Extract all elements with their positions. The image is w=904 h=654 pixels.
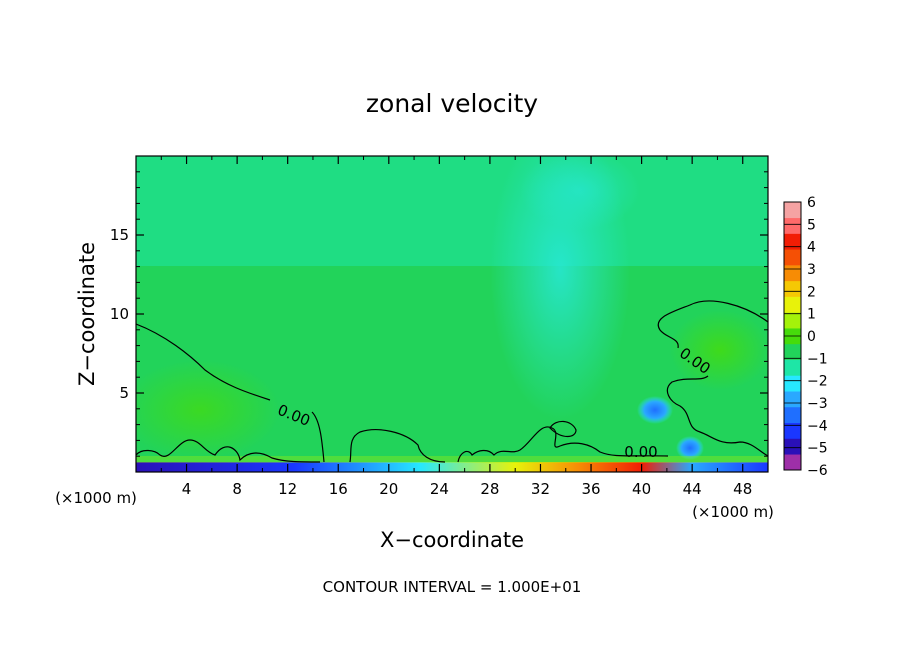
colorbar-swatch xyxy=(784,375,801,392)
x-tick-label: 40 xyxy=(632,480,651,498)
colorbar-label: 2 xyxy=(807,284,816,300)
y-axis-label: Z−coordinate xyxy=(75,242,99,386)
near-surface-band xyxy=(136,456,768,463)
colorbar-label: 0 xyxy=(807,329,816,345)
colorbar: 6 5 4 3 2 1 0 −1 −2 −3 −4 −5 −6 xyxy=(783,195,828,479)
colorbar-label: 6 xyxy=(807,195,816,211)
velocity-field: 0.00 0.00 0.00 xyxy=(136,156,768,472)
x-unit-left: (×1000 m) xyxy=(55,489,137,507)
colorbar-swatch xyxy=(784,422,801,439)
x-tick-label: 12 xyxy=(278,480,297,498)
y-tick-label: 5 xyxy=(119,384,129,402)
blue-patch-lower xyxy=(676,436,704,460)
colorbar-swatch xyxy=(784,343,801,360)
colorbar-swatch xyxy=(784,406,801,424)
x-tick-label: 4 xyxy=(182,480,192,498)
colorbar-swatch xyxy=(784,217,801,234)
blue-patch xyxy=(637,396,673,424)
colorbar-label: 4 xyxy=(807,240,816,256)
colorbar-label: −1 xyxy=(807,351,828,367)
colorbar-swatch xyxy=(784,233,801,250)
chart-title: zonal velocity xyxy=(366,89,538,118)
colorbar-swatch xyxy=(784,312,801,329)
x-unit-right: (×1000 m) xyxy=(692,503,774,521)
colorbar-label: −5 xyxy=(807,441,828,457)
contour-line xyxy=(136,439,321,463)
y-axis-ticks: 5 10 15 xyxy=(110,171,768,457)
colorbar-label: −3 xyxy=(807,396,828,412)
cyan-plume-top xyxy=(520,156,640,230)
x-tick-label: 20 xyxy=(379,480,398,498)
x-tick-label: 24 xyxy=(430,480,449,498)
y-tick-label: 15 xyxy=(110,226,129,244)
surface-band xyxy=(136,462,768,472)
x-tick-label: 28 xyxy=(480,480,499,498)
x-axis-label: X−coordinate xyxy=(380,528,524,552)
colorbar-label: 5 xyxy=(807,217,816,233)
y-tick-label: 10 xyxy=(110,305,129,323)
contour-line xyxy=(657,300,768,349)
colorbar-label: −2 xyxy=(807,374,828,390)
zero-contours xyxy=(136,300,768,463)
green-patch-right xyxy=(670,310,768,390)
contour-line xyxy=(136,323,271,401)
x-tick-label: 8 xyxy=(232,480,242,498)
colorbar-swatch xyxy=(784,391,801,408)
colorbar-swatch xyxy=(784,359,801,376)
contour-line xyxy=(666,375,768,457)
colorbar-swatch xyxy=(784,296,801,313)
x-tick-label: 36 xyxy=(581,480,600,498)
green-patch-left xyxy=(136,360,280,460)
contour-label: 0.00 xyxy=(624,443,657,461)
colorbar-swatch xyxy=(784,249,801,266)
contour-line xyxy=(349,429,446,463)
colorbar-swatch xyxy=(784,280,801,297)
contour-interval-note: CONTOUR INTERVAL = 1.000E+01 xyxy=(323,578,582,596)
x-tick-label: 48 xyxy=(733,480,752,498)
field-upper-layer xyxy=(136,156,768,266)
x-axis-ticks: 4 8 12 16 20 24 28 32 36 40 44 48 xyxy=(160,156,752,498)
x-tick-label: 44 xyxy=(683,480,702,498)
colorbar-swatch xyxy=(784,454,801,471)
colorbar-swatch xyxy=(784,265,801,282)
contour-line xyxy=(311,411,325,463)
colorbar-swatch xyxy=(784,438,801,455)
colorbar-label: −6 xyxy=(807,463,828,479)
colorbar-label: −4 xyxy=(807,418,828,434)
x-tick-label: 32 xyxy=(531,480,550,498)
x-tick-label: 16 xyxy=(329,480,348,498)
colorbar-label: 1 xyxy=(807,307,816,323)
contour-line xyxy=(457,426,669,463)
contour-line xyxy=(549,420,577,438)
colorbar-label: 3 xyxy=(807,262,816,278)
colorbar-swatch xyxy=(784,202,801,219)
